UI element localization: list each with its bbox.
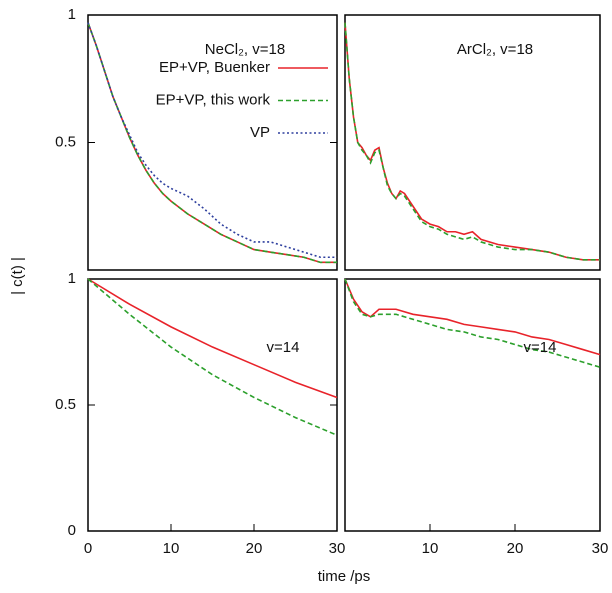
panel-frame <box>344 14 601 271</box>
y-tick-label: 0.5 <box>55 133 76 150</box>
x-tick-label: 10 <box>163 540 180 557</box>
y-tick-label: 1 <box>68 270 76 287</box>
series-line <box>344 22 600 261</box>
panel-frame <box>87 278 338 532</box>
y-tick-label: 1 <box>68 6 76 23</box>
y-tick-label: 0 <box>68 522 76 539</box>
x-tick-label: 0 <box>84 540 92 557</box>
legend-label: VP <box>250 124 270 141</box>
series-line <box>344 278 601 368</box>
x-tick-label: 30 <box>329 540 346 557</box>
series-line <box>87 278 338 399</box>
series-line <box>87 278 338 436</box>
series-line <box>344 278 601 356</box>
legend-label: EP+VP, Buenker <box>159 59 270 76</box>
legend-label: EP+VP, this work <box>156 91 271 108</box>
y-tick-label: 0.5 <box>55 396 76 413</box>
annotation: v=14 <box>524 339 557 356</box>
x-tick-label: 20 <box>507 540 524 557</box>
y-axis-label: | c(t) | <box>9 257 26 295</box>
series-line <box>344 22 600 261</box>
series-line <box>87 22 337 264</box>
x-tick-label: 20 <box>246 540 263 557</box>
x-tick-label: 30 <box>592 540 609 557</box>
annotation: v=14 <box>267 339 300 356</box>
annotation: ArCl₂, v=18 <box>457 41 533 58</box>
x-tick-label: 10 <box>422 540 439 557</box>
series-line <box>87 22 337 259</box>
annotation: NeCl₂, v=18 <box>205 41 285 58</box>
x-axis-label: time /ps <box>318 568 371 585</box>
panel-frame <box>344 278 601 532</box>
